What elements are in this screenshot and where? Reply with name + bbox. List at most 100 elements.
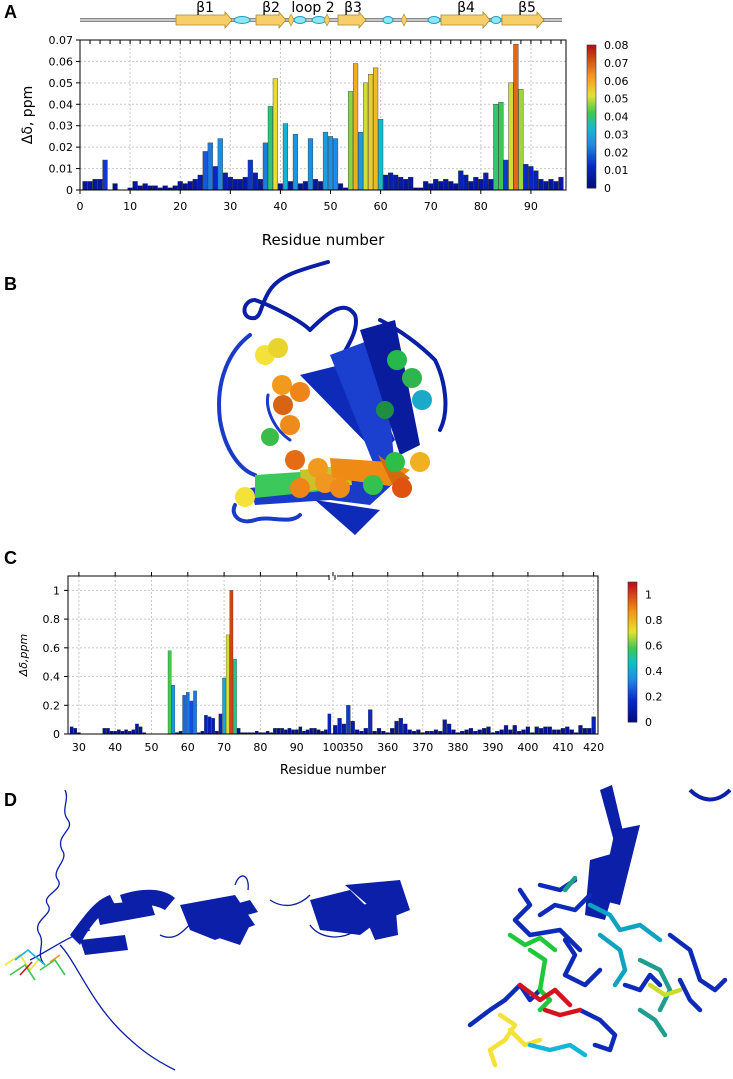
chart-a-colorbar-segment [587,149,596,153]
turn-marker [427,16,441,24]
chart-c-colorbar-segment [628,708,637,711]
chart-a-bar [97,179,103,191]
short-strand-marker [287,13,295,27]
chart-c-colorbar-segment [628,614,637,618]
chart-c-bar [390,728,395,735]
chart-c-colorbar-segment [628,656,637,660]
chart-c-frame [67,575,599,735]
chart-a-bar [363,82,369,191]
chart-a-bar [463,174,469,191]
chart-c-bar [222,677,226,735]
chart-c-colorbar-segment [628,687,637,690]
chart-a-bar [142,183,148,191]
chart-a-xtick-label: 90 [524,200,538,213]
chart-a-colorbar-segment [587,49,596,53]
chart-a-colorbar-segment [587,118,596,122]
chart-a-bar [538,179,544,191]
chart-c-bar [341,723,347,735]
chart-c-colorbar: 0 0.2 0.4 0.6 0.8 1 [627,581,663,729]
chart-c-colorbar-segment [628,649,637,653]
chart-c-bar [186,692,190,735]
chart-c-xlabel: Residue number [280,763,387,778]
panel-label-d: D [4,790,17,810]
chart-c-xtick-label: 70 [217,741,231,754]
chart-a-bar [498,101,504,191]
chart-a-bar [242,176,248,191]
beta-strand-arrow [501,10,545,30]
chart-c-bar [131,729,136,735]
chart-a-xtick-label: 40 [273,200,287,213]
chart-c-colorbar-segment [628,619,637,623]
chart-a-colorbar-segment [587,111,596,115]
chart-a-colorbar-segment [587,106,596,110]
chart-a-bar [383,174,389,191]
chart-a-colorbar-segment [587,164,596,168]
chart-c-colorbar-segment [628,682,637,686]
chart-c-bar [193,690,197,735]
chart-a-ytick-label: 0.04 [49,98,74,111]
chart-c-colorbar-segment [628,694,637,697]
chart-c-bar [398,718,404,735]
turn-marker [293,16,307,24]
chart-a-bar [217,138,223,191]
chart-c-colorbar-label: 0.6 [645,640,663,653]
chart-a-colorbar-segment [587,137,596,141]
chart-c-bar [182,695,186,735]
chart-c-colorbar-segment [628,703,637,707]
chart-a-bar [352,63,359,191]
chart-c-xtick-label: 30 [72,741,86,754]
chart-c-colorbar-segment [628,605,637,609]
chart-c-bar [233,659,237,735]
chart-a-bar [503,159,509,191]
chart-a-bar [337,183,344,191]
chart-c-bar [543,726,548,735]
chart-a-bar [393,174,399,191]
chart-a-bar [267,106,273,191]
chart-a-bar [388,172,394,191]
chart-a-colorbar-segment [587,126,596,129]
chart-c-bar [313,728,317,735]
chart-a-colorbar-segment [587,78,596,82]
chart-a-ytick-label: 0.05 [49,77,74,90]
chart-c-colorbar-segment [628,670,637,674]
chart-a-colorbar-segment [587,183,596,187]
chart-a-bar [182,183,188,191]
chart-c-bar [363,728,368,735]
chart-a-bar [357,131,364,191]
chart-a-bar [478,179,484,191]
chart-c-bar [284,729,288,735]
chart-c-bar [291,729,295,735]
chart-a-colorbar-segment [587,64,596,67]
chart-c-bar [102,728,107,735]
chart-c-bar [138,726,143,735]
chart-a-colorbar-label: 0.01 [604,164,629,177]
chart-c-colorbar-segment [628,607,637,611]
chart-a-bar [177,181,183,191]
chart-a-bar [172,185,178,191]
chart-a-bar [202,151,208,191]
chart-a-bar [373,67,379,191]
chart-c-bar [207,716,212,735]
chart-c-xtick-label: 60 [181,741,195,754]
chart-c-colorbar-segment [628,712,637,716]
chart-a-ytick-label: 0.06 [49,55,74,68]
chart-a-colorbar-segment [587,116,596,120]
chart-a-bar [518,89,524,191]
chart-c-colorbar-label: 1 [645,589,652,602]
chart-a-colorbar-segment [587,140,596,144]
chart-c-colorbar-segment [628,717,637,721]
chart-a-colorbar-segment [587,75,596,79]
chart-c-bar [350,720,355,735]
chart-c-colorbar-segment [628,612,637,616]
beta-strand-arrow [337,10,367,30]
chart-c-colorbar-segment [628,596,637,599]
chart-a-colorbar: 0 0.01 0.02 0.03 0.04 0.05 0.06 0.07 0.08 [586,39,629,195]
chart-a-bar [272,78,278,191]
chart-a-bar [237,179,243,191]
chart-a-bar [558,176,564,191]
chart-a-bar [553,181,559,191]
chart-c-bar [124,729,128,735]
chart-c-bar [538,728,544,735]
chart-a-bar [302,181,309,191]
chart-a-colorbar-segment [587,99,596,103]
